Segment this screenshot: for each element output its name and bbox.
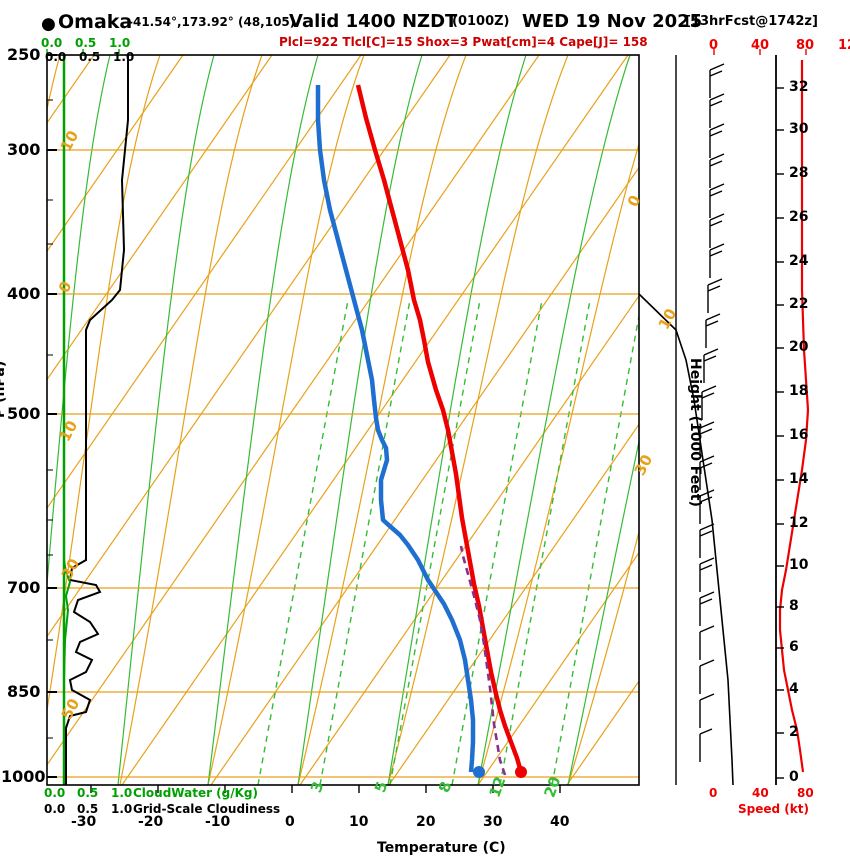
temp-tick-40: 40 [550,814,570,830]
height-tick-20: 20 [789,339,809,355]
height-tick-26: 26 [789,209,809,225]
station-coords: -41.54°,173.92° (48,105) [128,15,296,29]
top-cloud-tick-1: 0.5 [75,36,97,50]
footer-speed-tick-1: 40 [752,786,769,800]
pressure-tick-500: 500 [7,404,41,423]
pressure-tick-250: 250 [7,45,41,64]
footer-cloudwater-tick-2: 1.0 [111,786,133,800]
cloudwater-trace [63,55,72,785]
station-name: Omaka [58,11,133,33]
top-cloudiness-tick-1: 0.5 [79,50,101,64]
top-cloudiness-tick-0: 0.0 [45,50,67,64]
valid-date: WED 19 Nov 2025 [522,11,703,32]
pressure-tick-700: 700 [7,578,41,597]
height-tick-0: 0 [789,769,799,785]
wind-barbs [699,63,725,762]
height-tick-4: 4 [789,681,799,697]
temperature-curve [355,84,524,773]
height-tick-30: 30 [789,121,809,137]
height-tick-6: 6 [789,639,799,655]
top-speed-tick-0: 0 [709,38,719,53]
height-curve [638,293,734,786]
forecast-info: [13hrFcst@1742z] [685,14,818,29]
valid-time: Valid 1400 NZDT [289,11,458,32]
speed-label: Speed (kt) [738,802,809,816]
height-tick-24: 24 [789,253,809,269]
height-tick-10: 10 [789,557,809,573]
parcel-curve [459,545,507,776]
temp-tick--20: -20 [138,814,164,830]
top-speed-tick-3: 120 [838,38,850,53]
valid-time-utc: (0100Z) [452,14,510,29]
height-tick-16: 16 [789,427,809,443]
temp-tick--10: -10 [205,814,231,830]
pressure-tick-400: 400 [7,284,41,303]
height-tick-8: 8 [789,598,799,614]
speed-curve [778,60,810,773]
height-tick-32: 32 [789,79,809,95]
height-tick-28: 28 [789,165,809,181]
indices-line: Plcl=922 Tlcl[C]=15 Shox=3 Pwat[cm]=4 Ca… [279,35,648,49]
top-cloudiness-tick-2: 1.0 [113,50,135,64]
footer-cloudiness-tick-0: 0.0 [44,802,66,816]
height-tick-18: 18 [789,383,809,399]
temp-tick-10: 10 [349,814,369,830]
temp-tick-0: 0 [285,814,295,830]
height-tick-14: 14 [789,471,809,487]
dewpoint-curve [315,85,476,773]
height-tick-12: 12 [789,515,809,531]
station-marker: ● [41,14,56,34]
temperature-marker [515,766,527,778]
cloudiness-label: Grid-Scale Cloudiness [133,802,281,816]
temp-tick-30: 30 [483,814,503,830]
footer-cloudwater-tick-0: 0.0 [44,786,66,800]
dewpoint-marker [473,766,485,778]
cloudwater-label: CloudWater (g/Kg) [133,786,259,800]
top-speed-tick-1: 40 [751,38,770,53]
pressure-tick-300: 300 [7,140,41,159]
temp-tick-20: 20 [416,814,436,830]
height-tick-2: 2 [789,724,799,740]
pressure-tick-1000: 1000 [1,767,46,786]
height-axis-label: Height (1000 Feet) [687,358,703,507]
top-speed-tick-2: 80 [796,38,815,53]
height-tick-22: 22 [789,296,809,312]
pressure-tick-850: 850 [7,682,41,701]
y-axis-label: P (hPa) [0,360,8,418]
footer-speed-tick-2: 80 [797,786,814,800]
footer-cloudiness-tick-2: 1.0 [111,802,133,816]
top-cloud-tick-2: 1.0 [109,36,131,50]
footer-cloudwater-tick-1: 0.5 [77,786,99,800]
footer-cloudiness-tick-1: 0.5 [77,802,99,816]
cloudiness-trace [65,55,129,785]
footer-speed-tick-0: 0 [709,786,718,800]
temp-tick--30: -30 [71,814,97,830]
top-cloud-tick-0: 0.0 [41,36,63,50]
x-axis-label: Temperature (C) [377,840,506,856]
